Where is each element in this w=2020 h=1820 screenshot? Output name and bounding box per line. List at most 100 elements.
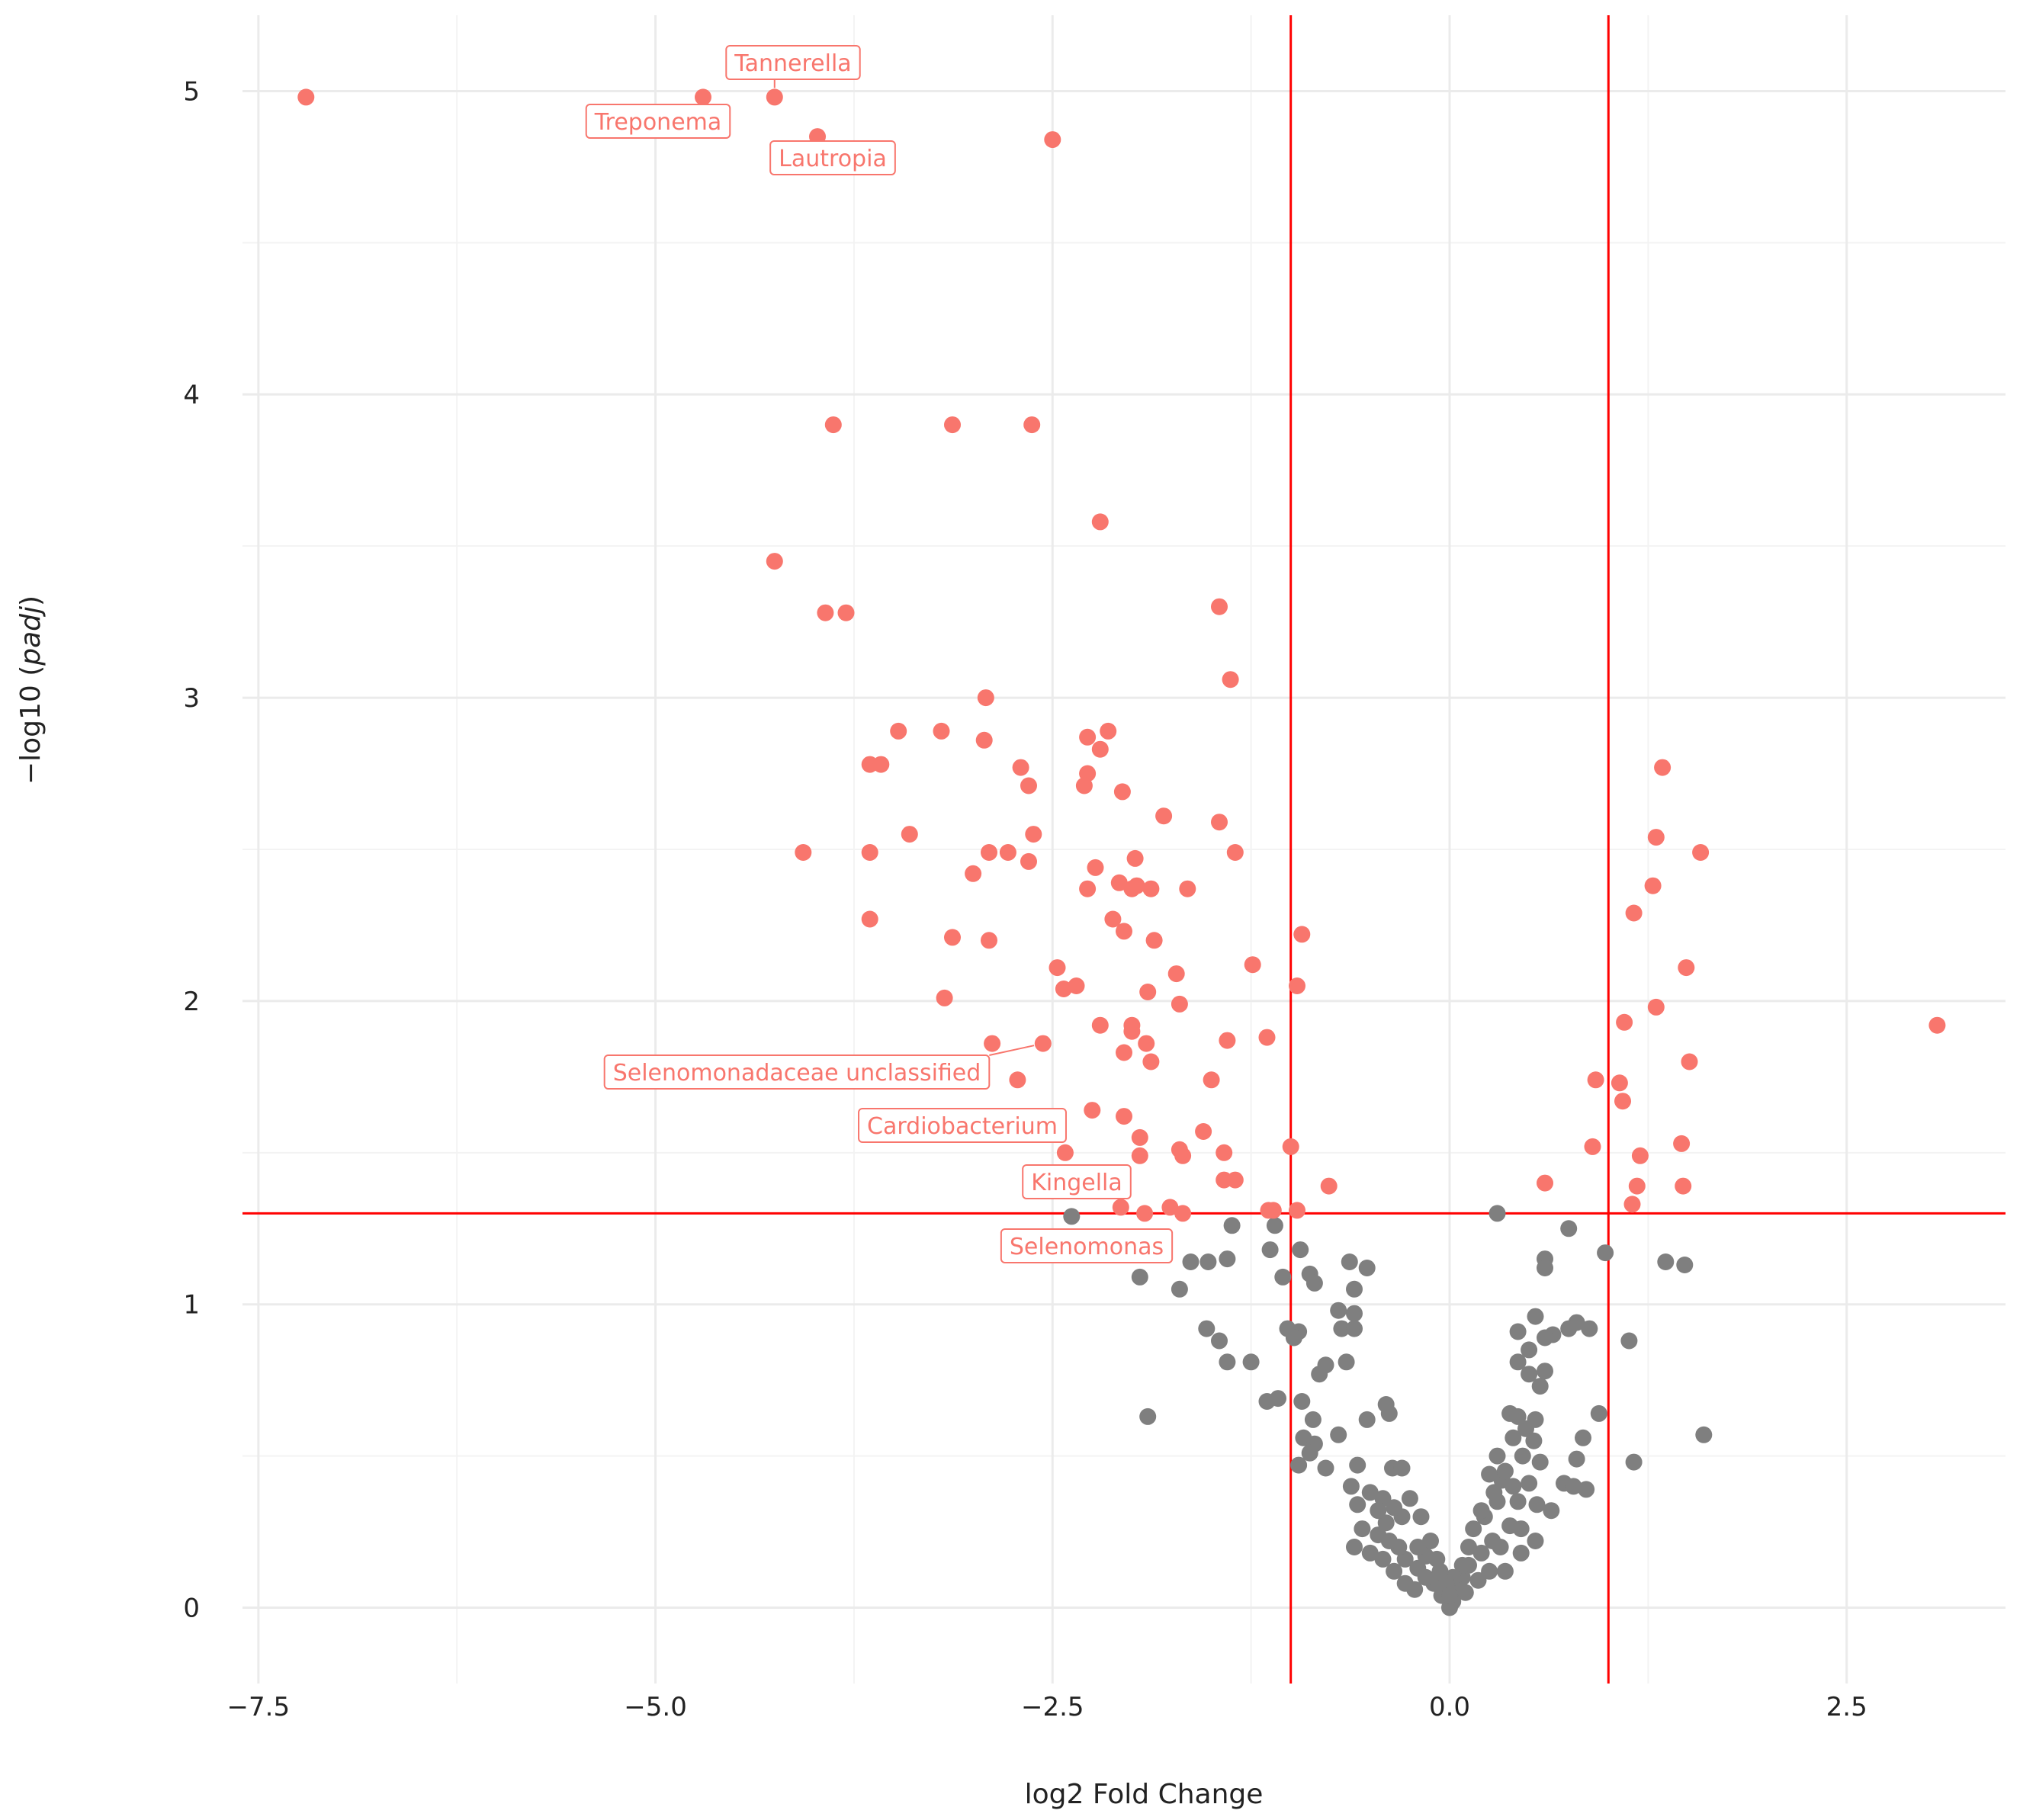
y-tick-label: 0 (183, 1594, 200, 1624)
data-point (1171, 1280, 1188, 1298)
y-tick-label: 3 (183, 683, 200, 714)
data-point (1409, 1559, 1427, 1577)
data-point (861, 844, 878, 861)
data-point (1349, 1456, 1366, 1474)
data-point (984, 1035, 1001, 1052)
data-point (981, 932, 997, 949)
annotation-cardiobacterium: Cardiobacterium (858, 1108, 1067, 1143)
point-annotations: Tannerella Treponema Lautropia Selenomonada… (585, 45, 1174, 1263)
data-point (1584, 1138, 1601, 1155)
data-point (1354, 1520, 1371, 1538)
data-point (1678, 959, 1695, 977)
y-tick-label: 1 (183, 1290, 200, 1321)
data-point (1219, 1250, 1236, 1268)
data-point (1342, 1478, 1360, 1495)
data-point (1131, 1128, 1148, 1146)
data-point (1084, 1102, 1101, 1119)
data-point (1044, 131, 1061, 149)
data-point (1167, 965, 1185, 983)
y-axis-title-suffix: ) (15, 595, 47, 606)
data-point (1597, 1244, 1614, 1262)
data-point (1075, 777, 1093, 794)
data-point (1531, 1453, 1549, 1471)
data-point (1675, 1177, 1692, 1195)
data-point (1063, 1208, 1081, 1225)
data-point (1441, 1599, 1458, 1616)
annotation-label: Lautropia (779, 146, 887, 172)
data-point (1317, 1459, 1334, 1477)
data-point (1361, 1484, 1379, 1501)
data-point (872, 756, 890, 773)
data-point (1091, 1016, 1109, 1034)
data-point (1222, 671, 1239, 689)
data-point (861, 910, 878, 928)
data-point (1654, 759, 1672, 776)
data-point (1320, 1177, 1338, 1195)
data-point (1116, 1108, 1132, 1125)
data-point (1531, 1378, 1549, 1395)
data-point (1179, 880, 1196, 897)
y-axis-title: −log10 (padj) (15, 595, 47, 785)
data-point (1587, 1071, 1604, 1089)
data-point (1578, 1481, 1595, 1498)
data-point (944, 929, 961, 946)
data-point (795, 844, 812, 861)
data-point (1068, 977, 1085, 994)
data-point (1174, 1205, 1192, 1222)
data-point (1211, 814, 1228, 831)
data-point (1568, 1450, 1585, 1468)
data-point (1647, 829, 1665, 846)
data-point (1198, 1320, 1216, 1337)
data-point (1623, 1196, 1641, 1213)
data-point (1145, 932, 1163, 949)
data-point (1079, 728, 1097, 746)
data-point (1386, 1499, 1403, 1517)
data-point (1346, 1539, 1363, 1555)
data-point (1282, 1138, 1299, 1155)
data-point (1346, 1280, 1363, 1298)
annotation-lautropia: Lautropia (769, 140, 896, 175)
annotation-selenomonas: Selenomonas (1000, 1228, 1174, 1263)
data-point (1521, 1475, 1538, 1492)
annotation-label: Selenomonadaceae unclassified (613, 1060, 981, 1087)
annotation-selenomonadaceae-unclassified: Selenomonadaceae unclassified (603, 1045, 1035, 1090)
annotation-tannerella: Tannerella (725, 45, 861, 88)
data-point (1131, 1147, 1148, 1164)
data-point (1203, 1071, 1220, 1089)
x-tick-label: 2.5 (1826, 1692, 1867, 1722)
data-point (1346, 1305, 1363, 1322)
data-point (1161, 1199, 1179, 1216)
data-point (1560, 1320, 1578, 1337)
data-point (1138, 1035, 1155, 1052)
annotation-treponema: Treponema (585, 104, 731, 139)
data-point (837, 604, 855, 621)
data-point (1616, 1013, 1633, 1031)
data-point (1338, 1353, 1355, 1371)
data-point (1216, 1144, 1233, 1161)
data-point (1492, 1539, 1509, 1555)
data-point (1009, 1071, 1026, 1089)
data-point (1496, 1462, 1514, 1480)
data-point (1261, 1241, 1279, 1259)
x-tick-label: −2.5 (1021, 1692, 1084, 1722)
data-point (1611, 1074, 1628, 1092)
data-point (1056, 1144, 1074, 1161)
data-point (1481, 1465, 1498, 1483)
data-point (1219, 1353, 1236, 1371)
data-point (1537, 1329, 1553, 1347)
data-point (1219, 1032, 1236, 1049)
data-point (1195, 1123, 1212, 1140)
data-point (901, 826, 918, 843)
data-point (1258, 1029, 1276, 1046)
data-point (1370, 1502, 1387, 1520)
annotation-box (585, 104, 731, 139)
data-point (1380, 1404, 1398, 1422)
data-point (1509, 1323, 1527, 1340)
data-point (1091, 740, 1109, 758)
data-point (1293, 1393, 1311, 1410)
data-point (1581, 1320, 1598, 1337)
data-point (1025, 826, 1042, 843)
data-point (933, 722, 950, 740)
data-point (1199, 1253, 1217, 1270)
